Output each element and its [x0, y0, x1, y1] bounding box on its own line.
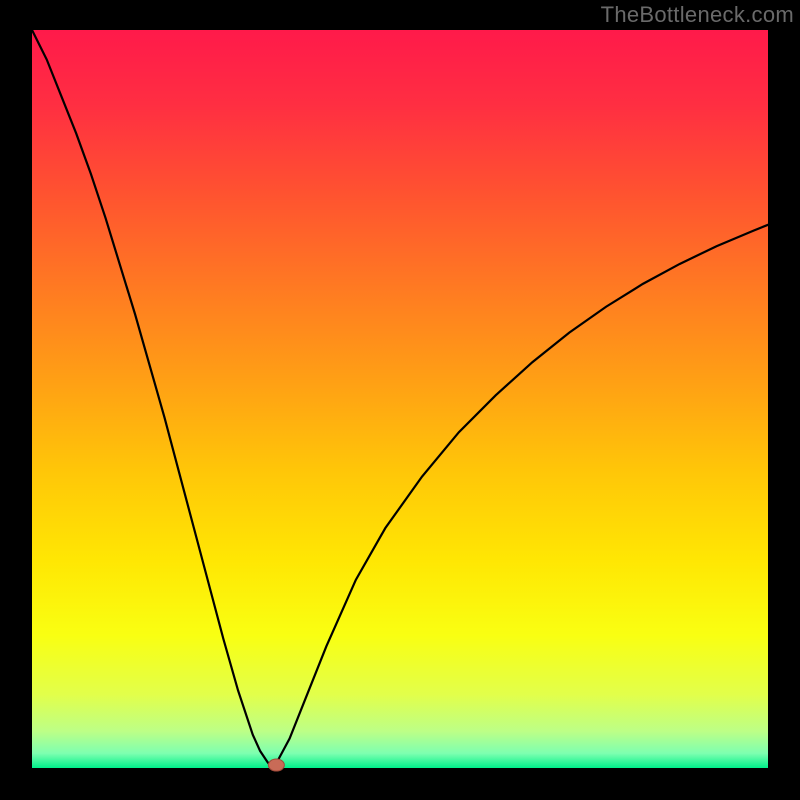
watermark-text: TheBottleneck.com: [601, 2, 794, 28]
bottleneck-marker: [268, 759, 284, 771]
curve-left-branch: [32, 30, 271, 767]
chart-container: TheBottleneck.com: [0, 0, 800, 800]
curve-svg: [0, 0, 800, 800]
curve-right-branch: [271, 225, 768, 767]
